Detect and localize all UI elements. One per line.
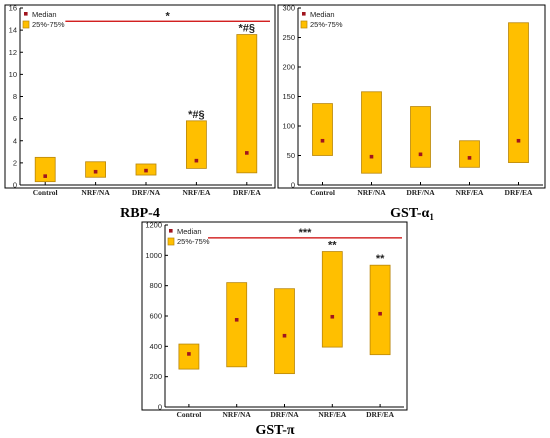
iqr-box bbox=[85, 161, 106, 178]
y-tick-label: 200 bbox=[282, 63, 295, 72]
x-tick-label: DRF/NA bbox=[270, 410, 299, 419]
median-marker bbox=[320, 138, 325, 143]
legend-median-label: Median bbox=[32, 10, 57, 19]
y-tick-label: 8 bbox=[13, 92, 17, 101]
legend-box-label: 25%-75% bbox=[177, 237, 210, 246]
y-tick-label: 2 bbox=[13, 158, 17, 167]
x-tick-label: DRF/NA bbox=[132, 188, 161, 197]
y-tick-label: 0 bbox=[291, 181, 295, 190]
y-tick-label: 0 bbox=[13, 181, 17, 190]
y-tick-label: 300 bbox=[282, 4, 295, 13]
iqr-box bbox=[321, 251, 343, 348]
iqr-box bbox=[369, 264, 391, 356]
gst-alpha-chart: 0 50 100 150 200 250 300 Control NRF/NA DRF/NA NRF… bbox=[277, 4, 546, 197]
significance-annotation: ** bbox=[328, 240, 337, 252]
x-tick-label: Control bbox=[176, 410, 201, 419]
legend-median-swatch bbox=[24, 12, 28, 16]
legend-box-swatch bbox=[22, 20, 30, 29]
x-tick-label: Control bbox=[33, 188, 58, 197]
y-tick-label: 400 bbox=[149, 342, 162, 351]
legend-median-swatch bbox=[302, 12, 306, 16]
y-tick-label: 10 bbox=[9, 70, 17, 79]
gst-alpha-caption-sub: 1 bbox=[429, 212, 434, 222]
y-tick-label: 14 bbox=[9, 26, 17, 35]
x-tick-label: NRF/NA bbox=[223, 410, 252, 419]
gst-alpha-caption-main: GST-α bbox=[390, 206, 429, 221]
iqr-box bbox=[410, 106, 431, 168]
y-tick-label: 600 bbox=[149, 312, 162, 321]
y-tick-label: 250 bbox=[282, 33, 295, 42]
median-marker bbox=[378, 311, 382, 316]
median-marker bbox=[467, 156, 472, 160]
legend-box-swatch bbox=[300, 20, 308, 29]
iqr-box bbox=[312, 103, 333, 156]
legend-median-swatch bbox=[169, 229, 173, 233]
significance-annotation: *#§ bbox=[188, 109, 205, 121]
x-tick-label: NRF/EA bbox=[318, 410, 347, 419]
gst-alpha-caption: GST-α1 bbox=[390, 206, 434, 222]
y-tick-label: 800 bbox=[149, 281, 162, 290]
y-tick-label: 1000 bbox=[145, 251, 162, 260]
legend-box-label: 25%-75% bbox=[310, 20, 343, 29]
y-tick-label: 1200 bbox=[145, 221, 162, 230]
legend-box-swatch bbox=[167, 237, 175, 246]
y-tick-label: 16 bbox=[9, 4, 17, 13]
iqr-box bbox=[508, 22, 529, 163]
iqr-box bbox=[178, 343, 200, 370]
plot-frame bbox=[277, 4, 546, 189]
gst-pi-caption: GST-π bbox=[255, 423, 294, 438]
x-tick-label: DRF/EA bbox=[505, 188, 534, 197]
significance-line-label: * bbox=[166, 10, 171, 22]
y-tick-label: 4 bbox=[13, 136, 17, 145]
x-tick-label: Control bbox=[310, 188, 335, 197]
gst-pi-chart: 0 200 400 600 800 1000 1200 Control NRF/NA DRF/NA… bbox=[141, 221, 408, 419]
iqr-box bbox=[274, 288, 295, 375]
iqr-box bbox=[459, 140, 480, 168]
median-marker bbox=[245, 151, 249, 155]
iqr-box bbox=[236, 34, 258, 174]
x-tick-label: DRF/NA bbox=[406, 188, 435, 197]
iqr-box bbox=[34, 156, 56, 183]
median-marker bbox=[369, 154, 374, 159]
median-marker bbox=[418, 152, 423, 157]
legend-box-label: 25%-75% bbox=[32, 20, 65, 29]
plot-frame bbox=[141, 221, 408, 411]
significance-line-label: *** bbox=[299, 227, 313, 239]
y-tick-label: 200 bbox=[149, 372, 162, 381]
y-tick-label: 150 bbox=[282, 92, 295, 101]
median-marker bbox=[194, 158, 199, 163]
legend-median-label: Median bbox=[310, 10, 335, 19]
iqr-box bbox=[361, 91, 382, 174]
y-tick-label: 50 bbox=[287, 151, 295, 160]
x-tick-label: NRF/EA bbox=[182, 188, 211, 197]
median-marker bbox=[282, 333, 287, 338]
rbp4-caption: RBP-4 bbox=[120, 206, 160, 221]
y-tick-label: 6 bbox=[13, 114, 17, 123]
iqr-box bbox=[226, 282, 248, 368]
y-tick-label: 0 bbox=[158, 403, 162, 412]
median-marker bbox=[330, 314, 335, 319]
x-tick-label: NRF/EA bbox=[456, 188, 485, 197]
median-marker bbox=[234, 317, 239, 322]
x-tick-label: DRF/EA bbox=[233, 188, 262, 197]
significance-annotation: *#§ bbox=[239, 23, 256, 35]
x-tick-label: DRF/EA bbox=[366, 410, 395, 419]
significance-annotation: ** bbox=[376, 253, 385, 265]
median-marker bbox=[144, 168, 148, 173]
x-tick-label: NRF/NA bbox=[357, 188, 386, 197]
y-tick-label: 12 bbox=[9, 48, 17, 57]
y-tick-label: 100 bbox=[282, 122, 295, 131]
median-marker bbox=[187, 352, 191, 356]
legend-median-label: Median bbox=[177, 227, 202, 236]
rbp4-chart: 0 2 4 6 8 10 12 14 16 Control NRF/NA DRF/NA NRF/EA DR… bbox=[4, 4, 276, 197]
median-marker bbox=[93, 169, 98, 174]
x-tick-label: NRF/NA bbox=[81, 188, 110, 197]
median-marker bbox=[516, 138, 521, 143]
plot-frame bbox=[4, 4, 276, 189]
median-marker bbox=[43, 174, 47, 178]
iqr-box bbox=[185, 120, 207, 169]
